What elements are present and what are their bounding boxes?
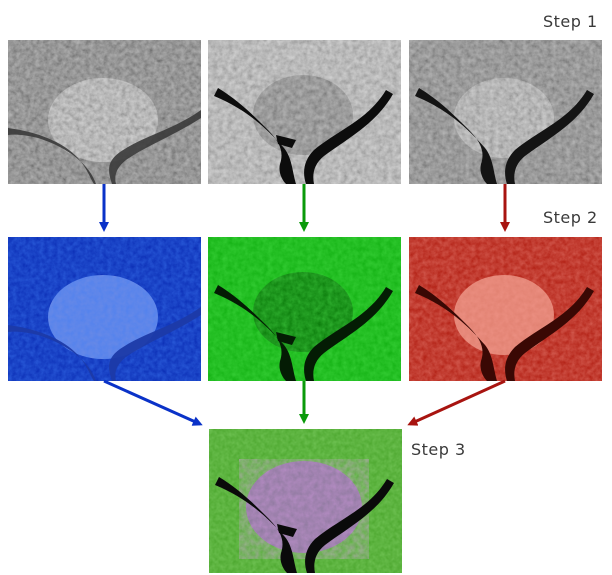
step-2-label: Step 2	[543, 208, 598, 227]
red-band-image	[409, 237, 602, 381]
step-3-label: Step 3	[411, 440, 466, 459]
composite-image	[209, 429, 402, 573]
blue-band-image	[8, 237, 201, 381]
gray-band-1-image	[8, 40, 201, 184]
step-1-label: Step 1	[543, 12, 598, 31]
arrow-blue-to-composite	[103, 379, 203, 426]
green-band-image	[208, 237, 401, 381]
gray-band-2-image	[208, 40, 401, 184]
arrow-red-to-composite	[407, 379, 506, 426]
gray-band-3-image	[409, 40, 602, 184]
